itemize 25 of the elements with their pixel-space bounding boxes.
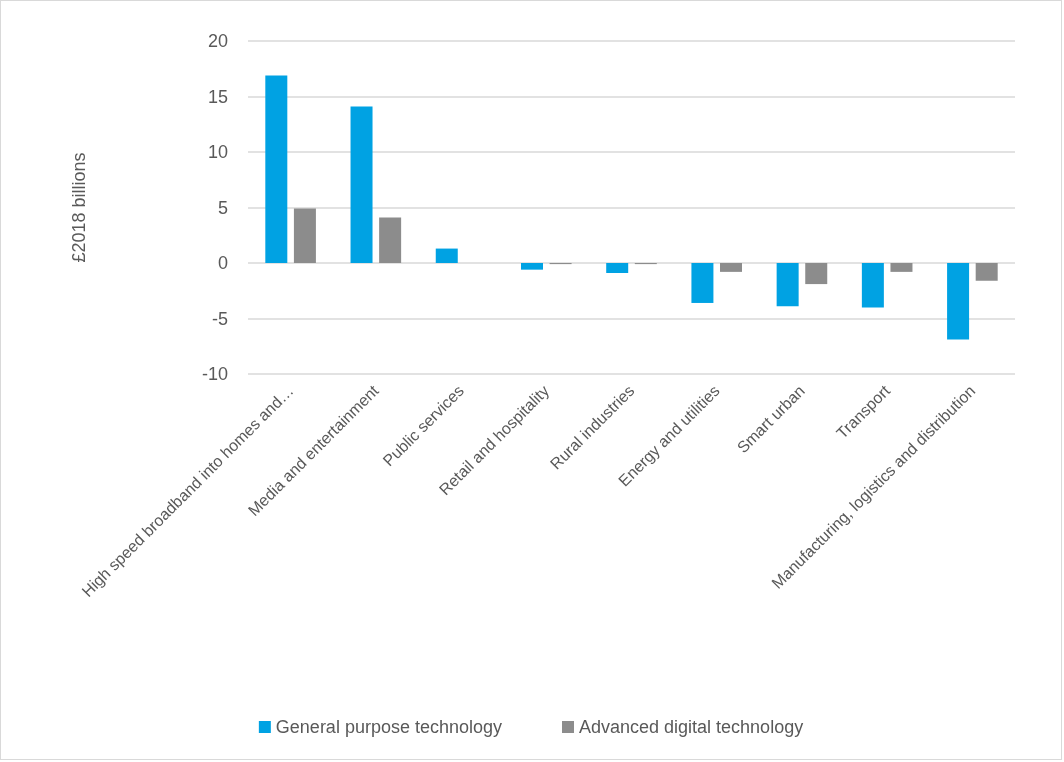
bar — [293, 208, 316, 263]
bar — [776, 263, 799, 307]
bar — [265, 75, 288, 263]
y-tick-label: -10 — [201, 364, 228, 384]
bar — [606, 263, 629, 273]
bar — [520, 263, 543, 270]
bar — [720, 263, 743, 272]
legend-label: General purpose technology — [275, 717, 502, 737]
y-tick-label: 10 — [207, 142, 228, 162]
bar — [861, 263, 884, 308]
y-tick-label: -5 — [211, 308, 228, 329]
bar — [691, 263, 714, 303]
y-axis-title: £2018 billions — [69, 152, 89, 263]
legend-label: Advanced digital technology — [579, 717, 804, 737]
y-tick-label: 20 — [207, 31, 228, 51]
y-tick-label: 0 — [217, 253, 228, 273]
bar — [379, 217, 402, 263]
bar — [805, 263, 828, 285]
bar — [890, 263, 913, 272]
y-tick-label: 5 — [217, 197, 228, 218]
y-tick-label: 15 — [207, 86, 228, 107]
bar — [350, 106, 373, 263]
bar — [975, 263, 998, 281]
bar — [947, 263, 970, 340]
bar — [435, 248, 458, 263]
